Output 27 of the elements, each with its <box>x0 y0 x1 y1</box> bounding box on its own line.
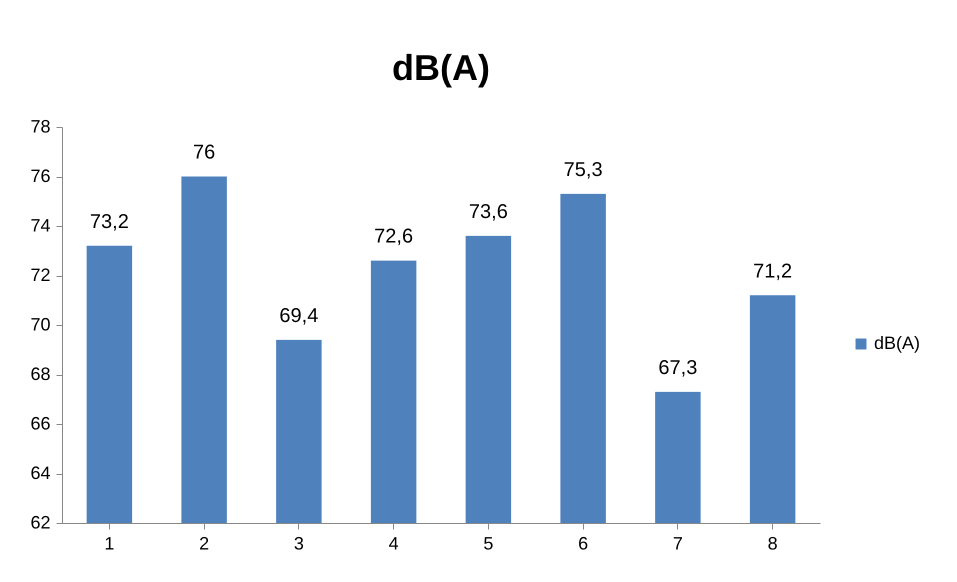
y-tick-label: 64 <box>30 463 50 483</box>
x-tick-label: 4 <box>388 534 399 554</box>
y-tick-label: 78 <box>30 116 50 136</box>
data-label: 76 <box>193 142 216 164</box>
x-tick-label: 5 <box>483 534 494 554</box>
data-label: 75,3 <box>564 158 603 181</box>
y-tick-label: 74 <box>30 216 50 236</box>
y-tick-label: 68 <box>30 364 50 384</box>
x-tick-label: 1 <box>104 534 114 554</box>
data-label: 73,2 <box>90 210 129 233</box>
data-label: 71,2 <box>753 260 792 282</box>
y-tick-label: 72 <box>30 265 50 285</box>
data-label: 72,6 <box>374 226 414 248</box>
y-tick-label: 76 <box>30 166 50 186</box>
x-tick-label: 2 <box>199 534 210 554</box>
x-tick-label: 6 <box>578 534 588 554</box>
data-label: 73,6 <box>468 200 508 223</box>
x-tick-label: 8 <box>768 534 778 554</box>
y-tick-label: 66 <box>30 414 50 434</box>
legend-label: dB(A) <box>874 333 920 353</box>
x-tick-label: 7 <box>672 534 683 554</box>
y-tick-label: 62 <box>30 512 50 532</box>
x-tick-label: 3 <box>294 534 304 554</box>
data-label: 69,4 <box>279 304 318 327</box>
chart-title: dB(A) <box>392 47 490 88</box>
data-label: 67,3 <box>658 356 698 379</box>
y-tick-label: 70 <box>30 314 50 334</box>
